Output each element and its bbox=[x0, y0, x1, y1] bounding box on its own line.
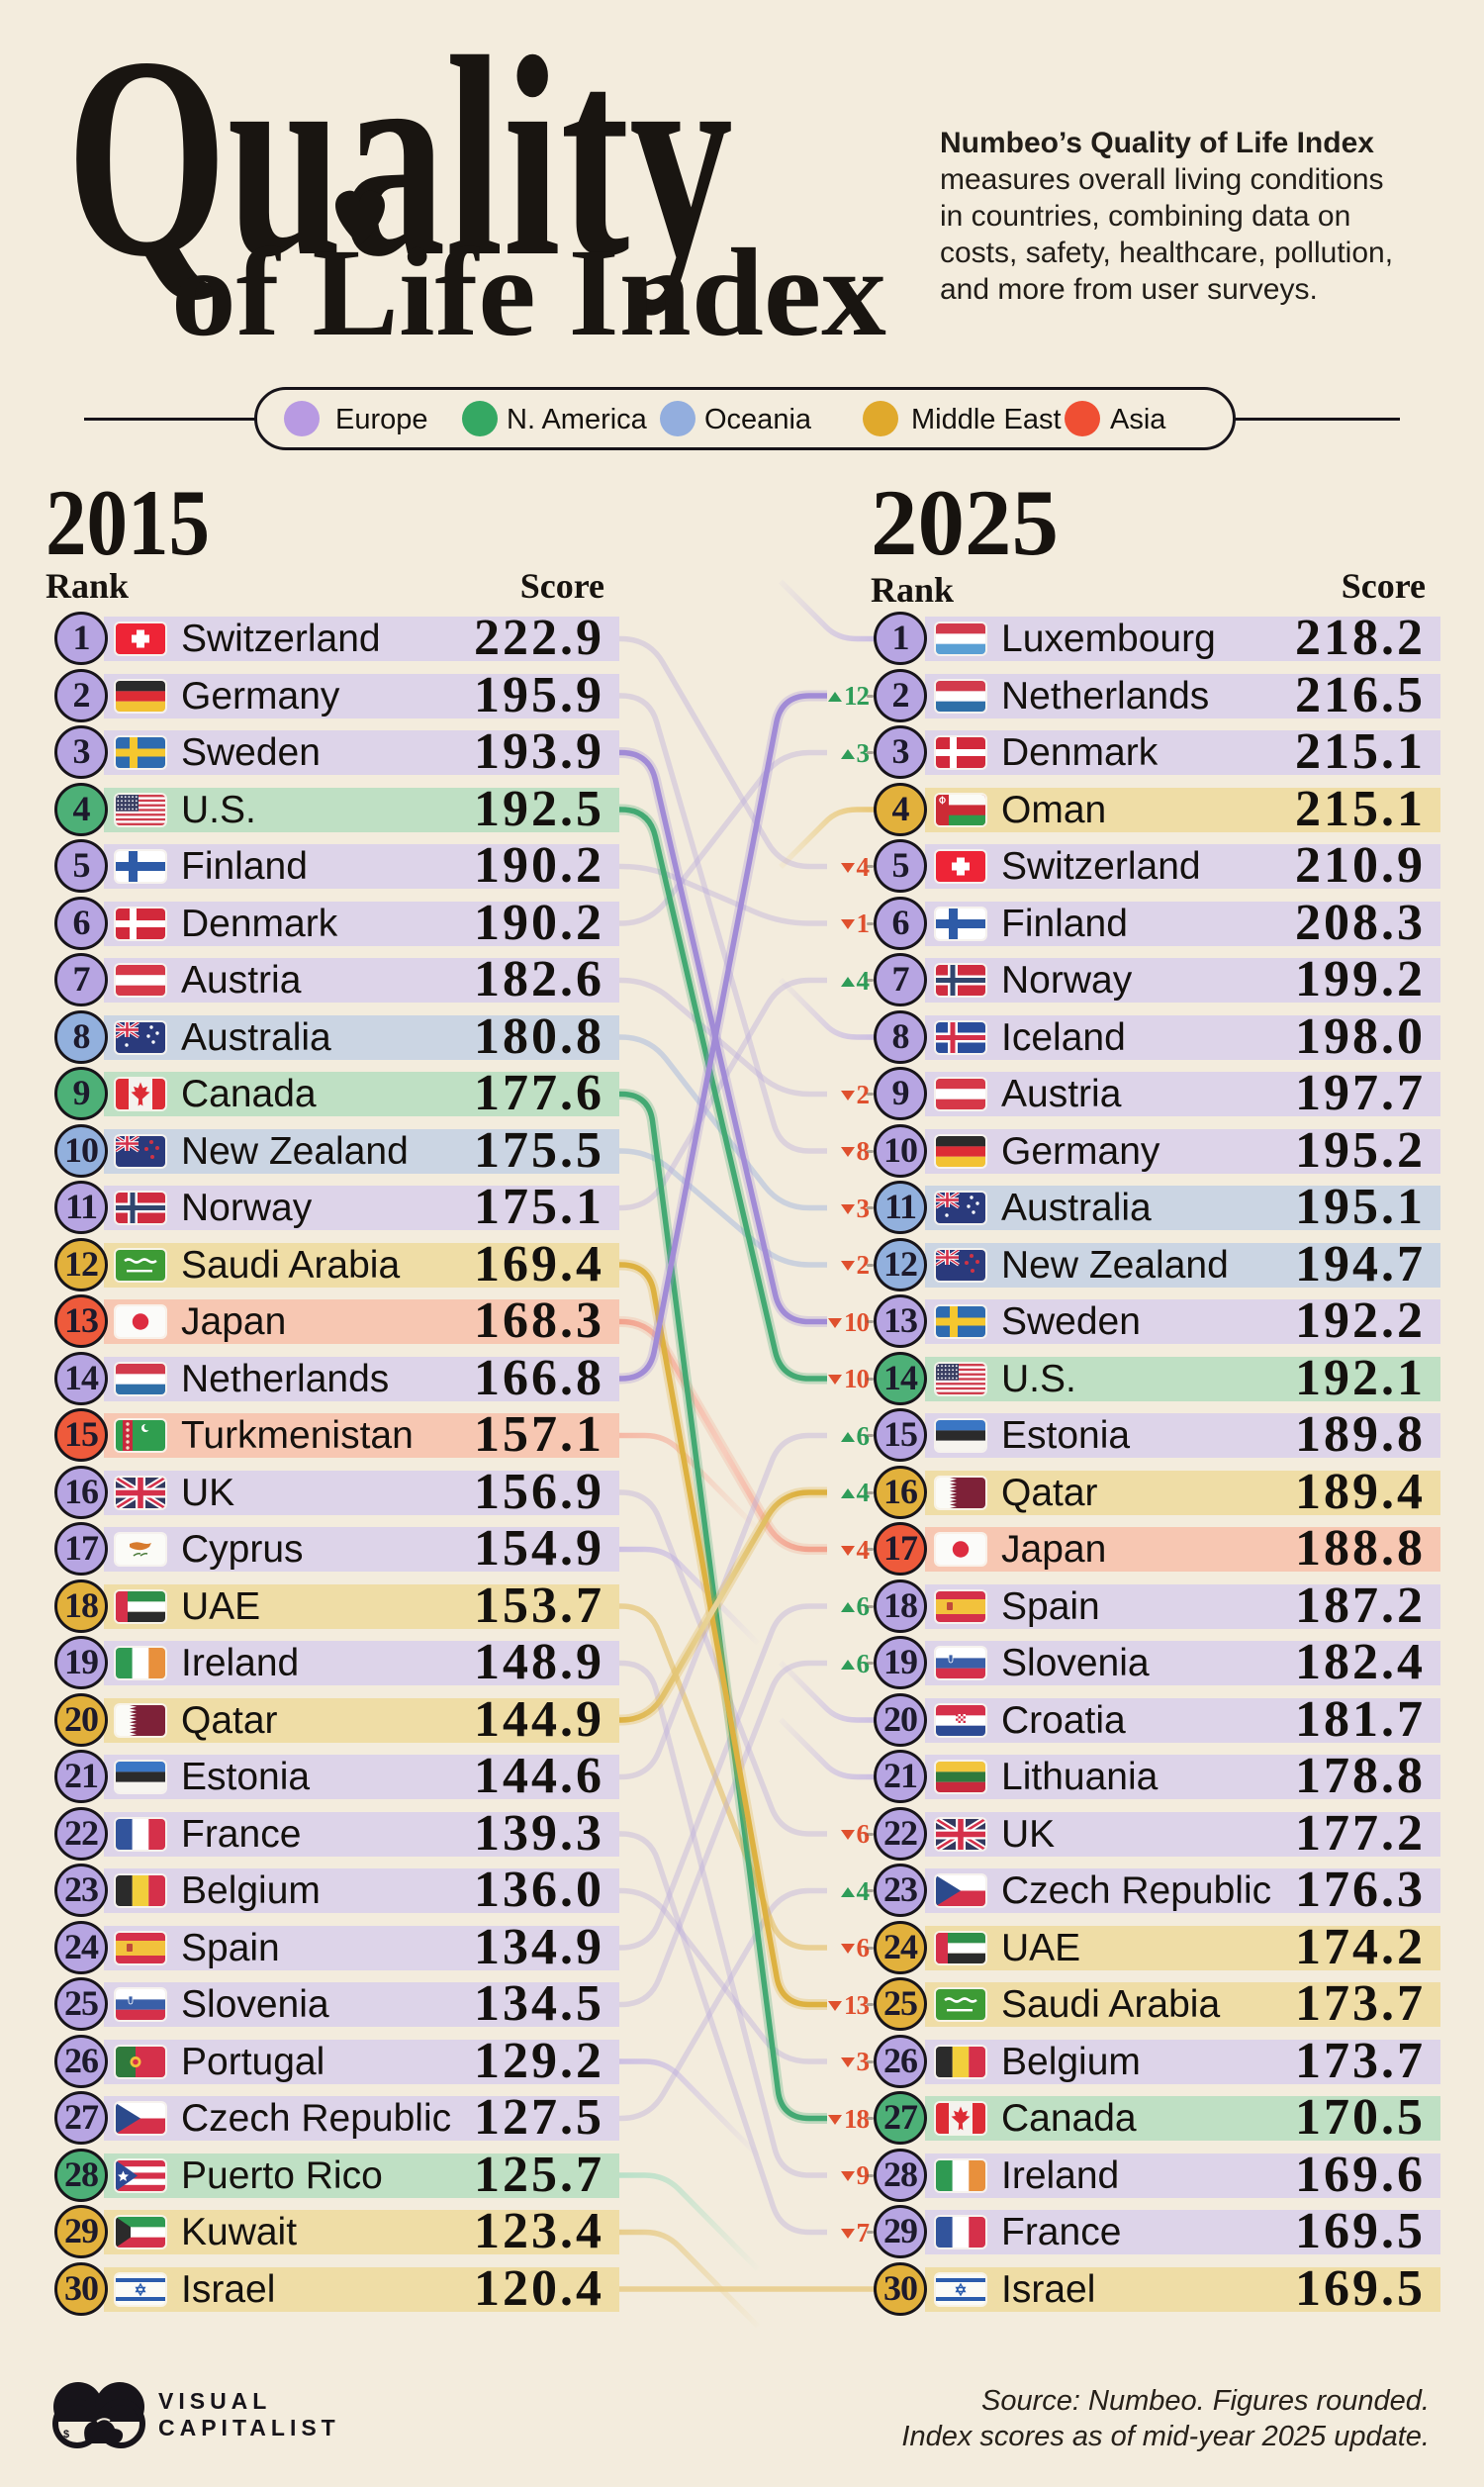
svg-text:$: $ bbox=[63, 2429, 69, 2440]
svg-text:Quality: Quality bbox=[66, 0, 733, 316]
svg-text:of Life Index: of Life Index bbox=[171, 223, 886, 362]
